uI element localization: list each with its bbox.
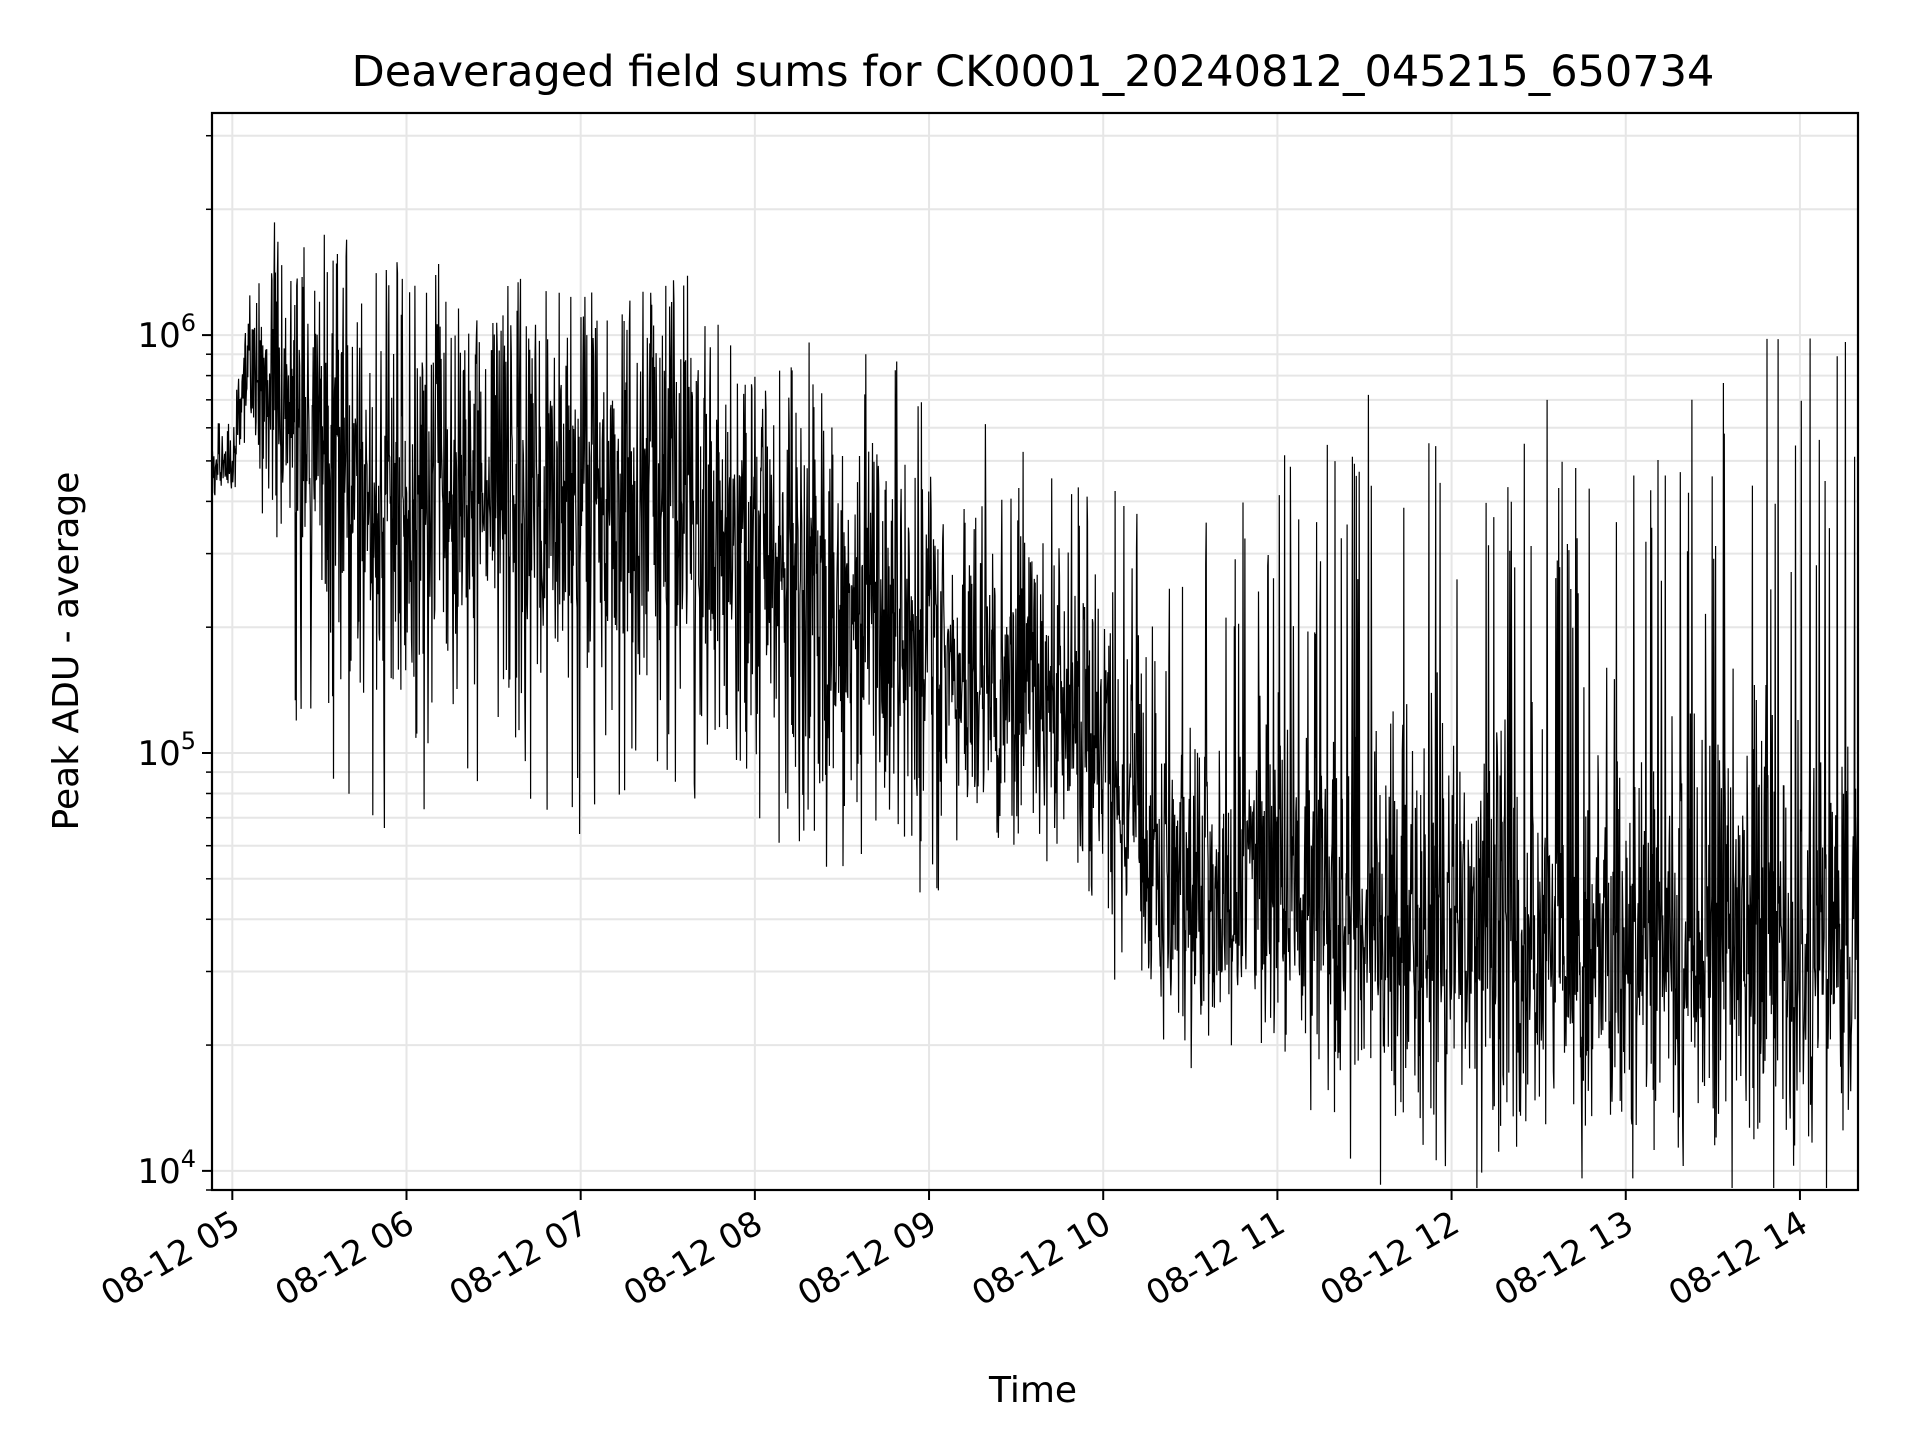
y-tick-label-base: 10 (137, 316, 180, 356)
plot-area-frame (210, 111, 1860, 1192)
plot-line-group (211, 222, 1859, 1189)
y-tick-label-exponent: 4 (181, 1145, 196, 1173)
y-axis-label: Peak ADU - average (46, 472, 87, 831)
y-tick-label: 105 (137, 727, 196, 774)
x-axis-label: Time (988, 1370, 1077, 1411)
y-tick-label-exponent: 5 (181, 727, 196, 755)
y-tick-label-base: 10 (137, 734, 180, 774)
y-tick-label-base: 10 (137, 1152, 180, 1192)
series-line (211, 222, 1859, 1189)
y-tick-label: 106 (137, 309, 196, 356)
y-tick-label: 104 (137, 1145, 196, 1192)
chart-title: Deaveraged field sums for CK0001_2024081… (352, 47, 1715, 97)
y-tick-label-exponent: 6 (181, 309, 196, 337)
